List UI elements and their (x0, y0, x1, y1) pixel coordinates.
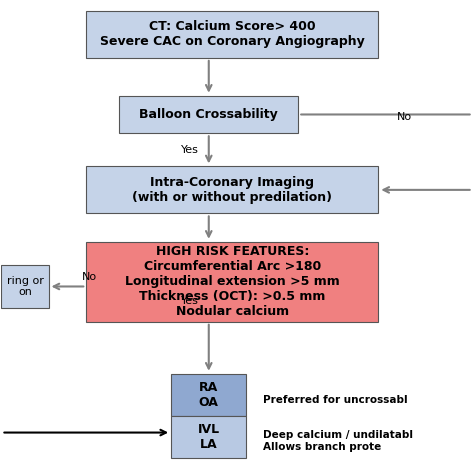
Text: Deep calcium / undilatabl: Deep calcium / undilatabl (263, 430, 413, 440)
Text: No: No (397, 112, 412, 122)
FancyBboxPatch shape (171, 416, 246, 458)
FancyBboxPatch shape (171, 374, 246, 416)
Text: Yes: Yes (181, 145, 199, 155)
Text: IVL
LA: IVL LA (198, 423, 220, 451)
Text: Intra-Coronary Imaging
(with or without predilation): Intra-Coronary Imaging (with or without … (132, 176, 332, 204)
Text: HIGH RISK FEATURES:
Circumferential Arc >180
Longitudinal extension >5 mm
Thickn: HIGH RISK FEATURES: Circumferential Arc … (125, 245, 340, 318)
Text: No: No (82, 272, 97, 282)
FancyBboxPatch shape (119, 96, 298, 133)
FancyBboxPatch shape (86, 242, 378, 322)
Text: Preferred for uncrossabl: Preferred for uncrossabl (263, 394, 408, 405)
FancyBboxPatch shape (86, 11, 378, 58)
Text: Allows branch prote: Allows branch prote (263, 442, 381, 452)
Text: Balloon Crossability: Balloon Crossability (139, 108, 278, 121)
Text: Yes: Yes (181, 296, 199, 306)
Text: ring or
on: ring or on (7, 276, 44, 297)
FancyBboxPatch shape (1, 265, 48, 308)
Text: RA
OA: RA OA (199, 381, 219, 409)
Text: CT: Calcium Score> 400
Severe CAC on Coronary Angiography: CT: Calcium Score> 400 Severe CAC on Cor… (100, 20, 365, 48)
FancyBboxPatch shape (86, 166, 378, 213)
